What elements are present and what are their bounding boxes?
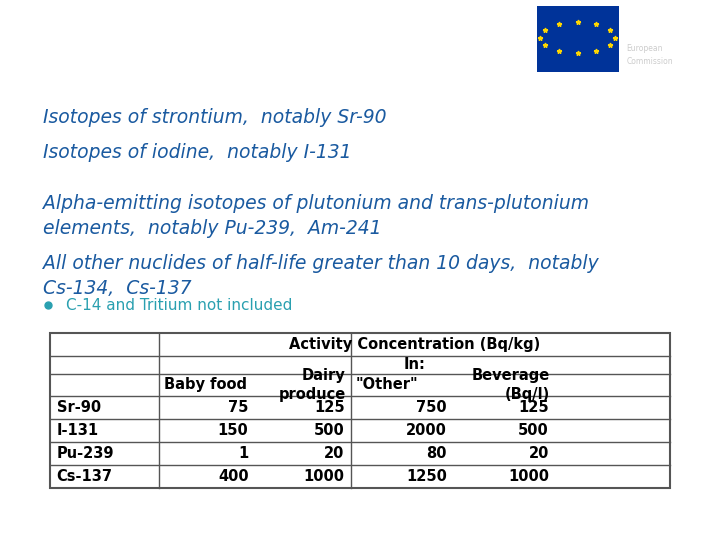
Text: 500: 500 xyxy=(518,423,549,438)
Text: 400: 400 xyxy=(218,469,248,484)
Text: 80: 80 xyxy=(426,446,446,461)
Text: Sr-90: Sr-90 xyxy=(57,400,101,415)
Text: 500: 500 xyxy=(314,423,344,438)
Text: 75: 75 xyxy=(228,400,248,415)
Text: Nuclide categories: Nuclide categories xyxy=(29,25,348,53)
Text: 20: 20 xyxy=(324,446,344,461)
Text: Baby food: Baby food xyxy=(163,377,247,393)
Text: Commission: Commission xyxy=(626,57,673,65)
Text: Isotopes of iodine,  notably I-131: Isotopes of iodine, notably I-131 xyxy=(43,143,351,162)
Text: 150: 150 xyxy=(217,423,248,438)
Text: I-131: I-131 xyxy=(57,423,99,438)
Text: Pu-239: Pu-239 xyxy=(57,446,114,461)
Text: 125: 125 xyxy=(314,400,344,415)
Text: "Other": "Other" xyxy=(356,377,418,393)
Text: Isotopes of strontium,  notably Sr-90: Isotopes of strontium, notably Sr-90 xyxy=(43,108,387,127)
Text: 1000: 1000 xyxy=(304,469,344,484)
Text: In:: In: xyxy=(403,357,425,372)
Text: 125: 125 xyxy=(518,400,549,415)
Text: 2000: 2000 xyxy=(406,423,446,438)
FancyBboxPatch shape xyxy=(536,6,619,72)
Text: 1000: 1000 xyxy=(508,469,549,484)
Bar xyxy=(50,333,670,488)
Text: All other nuclides of half-life greater than 10 days,  notably
Cs-134,  Cs-137: All other nuclides of half-life greater … xyxy=(43,254,599,299)
Text: Beverage
(Bq/l): Beverage (Bq/l) xyxy=(472,368,550,402)
Text: European: European xyxy=(626,44,663,53)
Text: 750: 750 xyxy=(416,400,446,415)
Text: C-14 and Tritium not included: C-14 and Tritium not included xyxy=(66,298,292,313)
Text: 1: 1 xyxy=(238,446,248,461)
Text: Dairy
produce: Dairy produce xyxy=(279,368,346,402)
Text: 20: 20 xyxy=(528,446,549,461)
Text: Energy: Energy xyxy=(336,516,384,529)
Text: Cs-137: Cs-137 xyxy=(57,469,112,484)
Text: Alpha-emitting isotopes of plutonium and trans-plutonium
elements,  notably Pu-2: Alpha-emitting isotopes of plutonium and… xyxy=(43,194,589,238)
Text: 1250: 1250 xyxy=(406,469,446,484)
Text: Activity Concentration (Bq/kg): Activity Concentration (Bq/kg) xyxy=(289,337,540,352)
